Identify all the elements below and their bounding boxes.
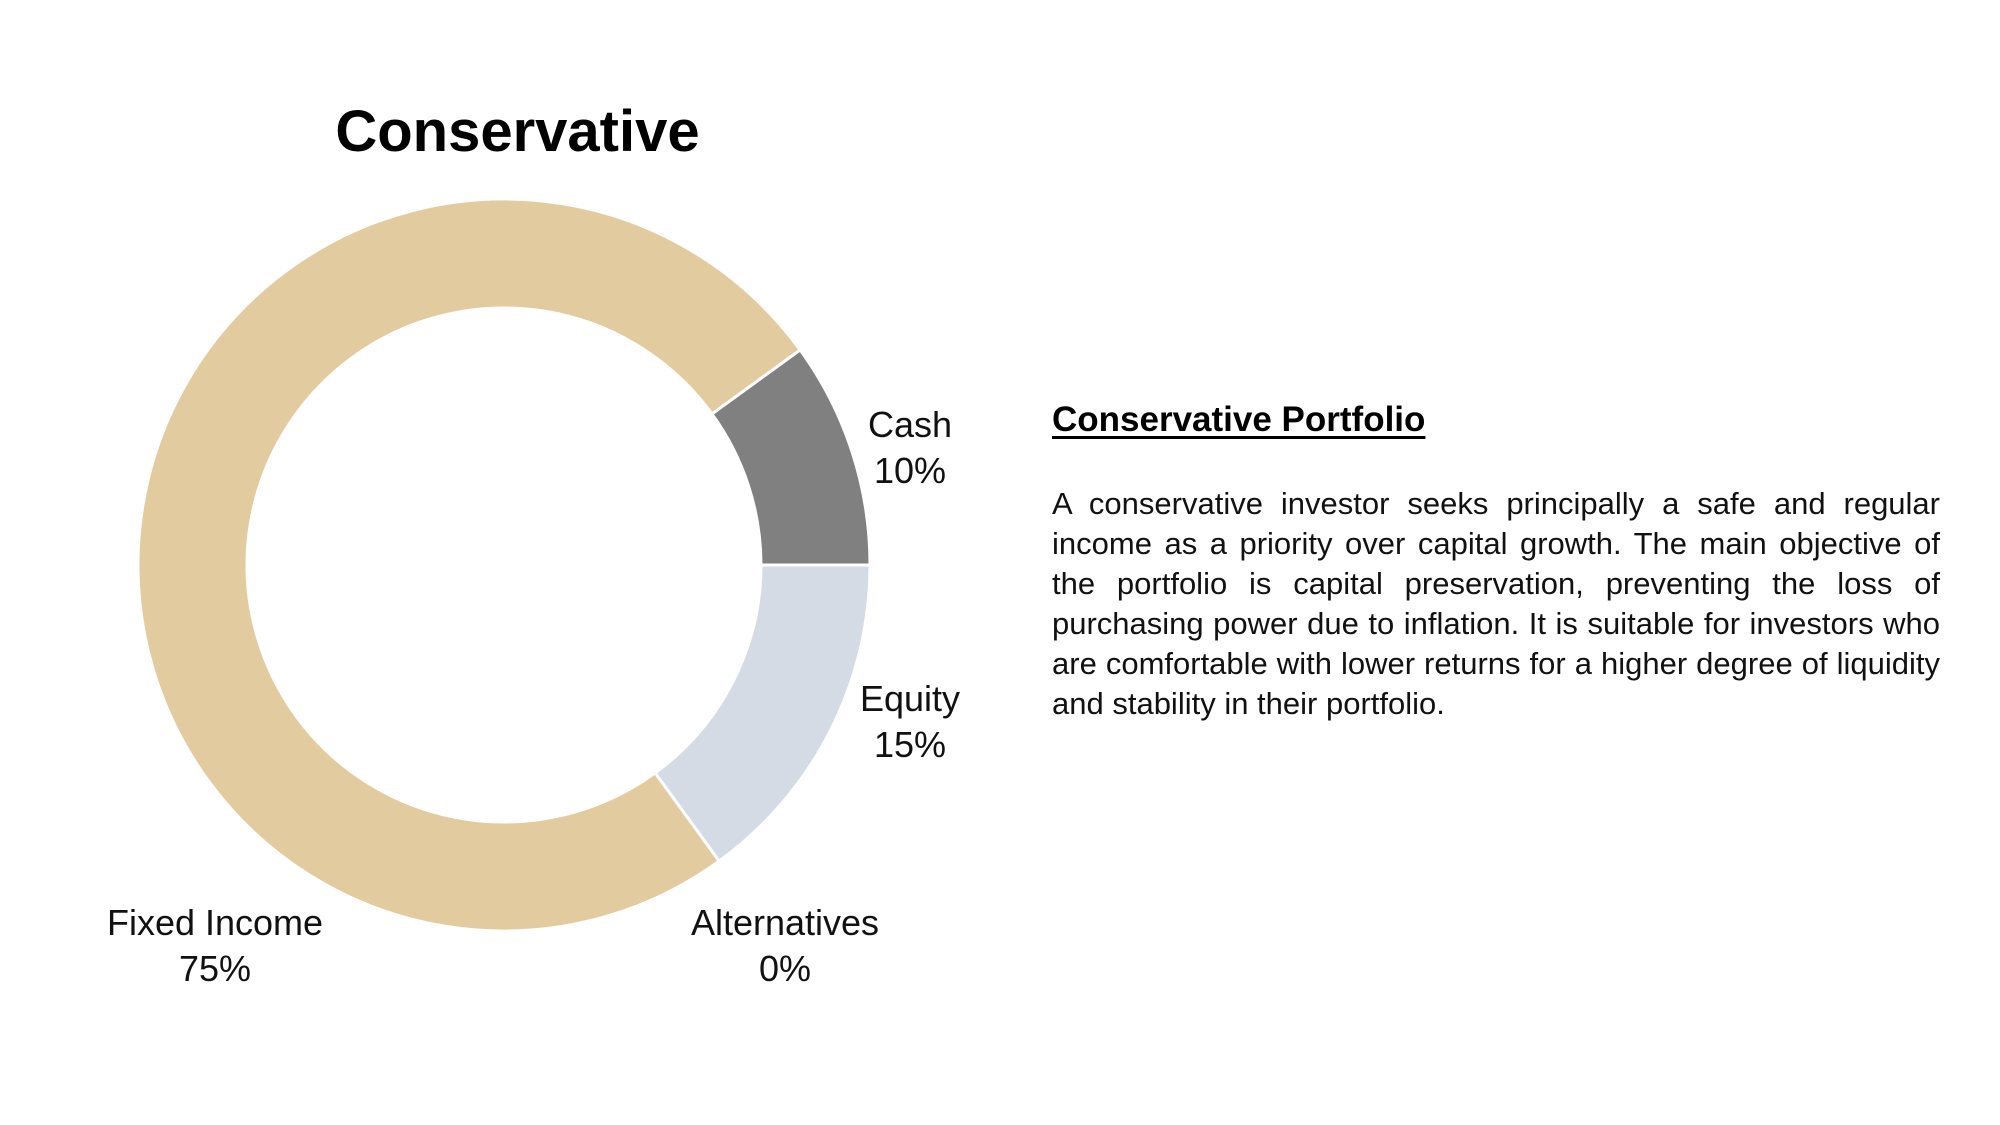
donut-chart (136, 197, 872, 933)
portfolio-description: Conservative Portfolio A conservative in… (1052, 400, 1940, 724)
description-body: A conservative investor seeks principall… (1052, 486, 1940, 721)
slice-label-fixed-income: Fixed Income 75% (95, 900, 335, 992)
chart-title: Conservative (335, 99, 700, 164)
slice-label-alternatives: Alternatives 0% (680, 900, 890, 992)
slice-label-name: Fixed Income (106, 902, 324, 943)
slice-label-value: 0% (758, 948, 812, 989)
description-heading: Conservative Portfolio (1052, 400, 1426, 439)
slice-label-value: 15% (873, 724, 947, 765)
slice-label-name: Equity (859, 678, 961, 719)
slice-label-name: Alternatives (690, 902, 880, 943)
slice-label-cash: Cash 10% (860, 402, 960, 494)
slice-label-name: Cash (867, 404, 953, 445)
donut-slice-fixed-income (136, 197, 803, 933)
donut-slices (136, 197, 872, 933)
slice-label-value: 10% (873, 450, 947, 491)
slice-label-value: 75% (178, 948, 252, 989)
slice-label-equity: Equity 15% (850, 676, 970, 768)
